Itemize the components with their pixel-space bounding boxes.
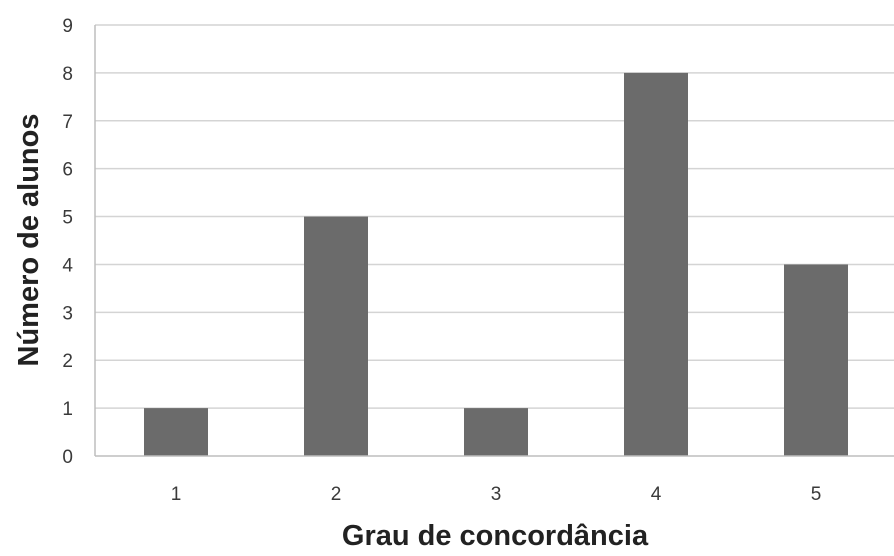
y-axis-title: Número de alunos <box>13 114 45 367</box>
x-tick-2: 2 <box>331 484 342 505</box>
axes <box>94 25 894 457</box>
x-tick-4: 4 <box>651 484 662 505</box>
x-tick-3: 3 <box>491 484 502 505</box>
x-tick-5: 5 <box>811 484 822 505</box>
y-tick-4: 4 <box>62 255 73 276</box>
bar-2 <box>304 216 368 456</box>
y-tick-7: 7 <box>62 112 73 133</box>
y-tick-5: 5 <box>62 208 73 229</box>
x-tick-labels: 1 2 3 4 5 <box>171 484 822 505</box>
y-tick-6: 6 <box>62 160 73 181</box>
y-tick-1: 1 <box>62 399 73 420</box>
y-tick-0: 0 <box>62 447 73 468</box>
bar-1 <box>144 408 208 456</box>
y-tick-3: 3 <box>62 303 73 324</box>
x-tick-1: 1 <box>171 484 182 505</box>
bars <box>144 72 848 456</box>
y-tick-9: 9 <box>62 16 73 37</box>
y-tick-2: 2 <box>62 351 73 372</box>
bar-3 <box>464 408 528 456</box>
x-axis-title: Grau de concordância <box>342 520 649 551</box>
bar-4 <box>624 72 688 456</box>
gridlines <box>95 24 894 409</box>
y-tick-labels: 0 1 2 3 4 5 6 7 8 9 <box>62 16 73 468</box>
bar-5 <box>784 264 848 456</box>
y-tick-8: 8 <box>62 64 73 85</box>
